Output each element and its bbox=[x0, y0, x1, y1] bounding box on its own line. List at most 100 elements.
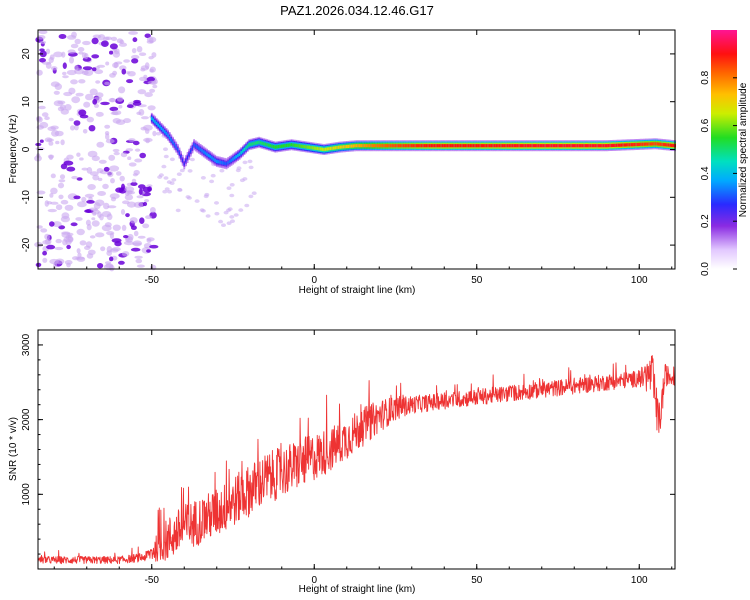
spectrogram-ridge-cell bbox=[404, 144, 407, 148]
spectrogram-scatter-blob bbox=[177, 187, 183, 192]
spectrogram-ridge-cell bbox=[591, 144, 594, 148]
spectrogram-noise-blob bbox=[109, 73, 116, 78]
spectrogram-noise-blob bbox=[91, 67, 97, 72]
spectrogram-ridge-cell bbox=[152, 118, 155, 122]
spectrogram-scatter-blob bbox=[205, 214, 211, 218]
spectrogram-noise-blob bbox=[103, 166, 110, 172]
spectrogram-ridge-cell bbox=[246, 144, 249, 148]
snr-xtick-label: 0 bbox=[311, 575, 317, 586]
spectrogram-ridge-cell bbox=[519, 144, 522, 148]
spectrogram-noise-blob bbox=[83, 69, 94, 76]
spectrogram-noise-blob bbox=[77, 252, 82, 258]
spectrogram-ridge-cell bbox=[445, 144, 447, 148]
spectrogram-ridge-cell bbox=[180, 155, 182, 159]
spectrogram-noise-blob bbox=[131, 178, 137, 183]
spectrogram-ridge-cell bbox=[484, 144, 486, 148]
spectrogram-ridge-cell bbox=[183, 162, 186, 166]
spectrogram-noise-blob bbox=[123, 59, 130, 63]
spectrogram-ridge-cell bbox=[308, 145, 311, 149]
spectrogram-ridge-cell bbox=[206, 152, 208, 156]
spectrogram-noise-blob bbox=[128, 31, 139, 35]
spectrogram-noise-blob bbox=[118, 86, 126, 94]
spectrogram-ridge-cell bbox=[212, 157, 215, 161]
spectrogram-ridge-cell bbox=[341, 145, 343, 149]
spectrogram-ridge-cell bbox=[454, 144, 457, 148]
spectrogram-ridge-cell bbox=[165, 131, 168, 136]
spectrogram-ridge-cell bbox=[407, 144, 410, 148]
spectrogram-ridge-cell bbox=[375, 144, 377, 148]
spectrogram-ridge-cell bbox=[588, 144, 590, 148]
spectrogram-noise-blob bbox=[143, 137, 153, 143]
spectrogram-noise-blob bbox=[108, 98, 117, 103]
spectrogram-ridge-cell bbox=[432, 144, 434, 148]
spectrogram-ridge-cell bbox=[479, 144, 481, 148]
spectrogram-scatter-blob bbox=[238, 208, 244, 212]
spectrogram-noise-blob bbox=[131, 54, 140, 60]
spectrogram-noise-blob bbox=[112, 224, 121, 231]
spectrogram-noise-blob bbox=[95, 80, 101, 84]
spectrogram-ridge-cell bbox=[358, 144, 361, 148]
spectrogram-ridge-cell bbox=[186, 155, 189, 160]
spectrogram-ridge-cell bbox=[571, 144, 574, 148]
spectrogram-ridge-cell bbox=[352, 144, 355, 148]
spectrogram-noise-blob bbox=[87, 150, 98, 158]
spectrogram-noise-blob bbox=[110, 248, 119, 253]
snr-ylabel: SNR (10 * v/v) bbox=[8, 417, 19, 481]
spectrogram-ridge-cell bbox=[285, 143, 288, 147]
spectrogram-noise-blob bbox=[52, 221, 62, 228]
spectrogram-ridge-cell bbox=[664, 143, 667, 147]
spectrogram-noise-blob bbox=[70, 222, 78, 227]
spectrogram-noise-blob bbox=[54, 83, 62, 90]
spectrogram-noise-blob bbox=[105, 261, 111, 265]
spectrogram-ridge-cell bbox=[323, 147, 325, 152]
colorbar-label: Normalized spectral amplitude bbox=[738, 82, 749, 217]
spectrogram-ridge-cell bbox=[651, 142, 654, 146]
spectrogram-noise-blob bbox=[61, 232, 71, 238]
spectrogram-scatter-blob bbox=[200, 176, 206, 180]
spectrogram-noise-blob bbox=[139, 52, 147, 56]
spectrogram-noise-blob bbox=[73, 120, 81, 126]
spectrogram-scatter-blob bbox=[200, 209, 206, 213]
spectrogram-ridge-cell bbox=[357, 144, 360, 148]
spectrogram-ridge-cell bbox=[157, 123, 160, 127]
spectrogram-ridge-cell bbox=[396, 144, 399, 148]
spectrogram-ridge-cell bbox=[198, 146, 200, 150]
spectrogram-ridge-cell bbox=[415, 144, 418, 148]
spectrogram-ridge-cell bbox=[310, 146, 312, 150]
spectrogram-ridge-cell bbox=[532, 144, 535, 148]
spectrogram-ridge-cell bbox=[482, 144, 485, 148]
spectrogram-noise-blob bbox=[95, 232, 105, 238]
spectrogram-ridge-cell bbox=[220, 161, 223, 165]
spectrogram-ridge-cell bbox=[154, 120, 156, 124]
spectrogram-noise-blob bbox=[61, 51, 66, 58]
spectrogram-ridge-cell bbox=[269, 144, 272, 148]
spectrogram-ridge-cell bbox=[274, 145, 277, 149]
spectrogram-ridge-cell bbox=[477, 144, 480, 148]
spectrogram-ridge-cell bbox=[539, 144, 542, 148]
spectrogram-ridge-cell bbox=[207, 153, 210, 158]
spectrogram-noise-blob bbox=[50, 173, 56, 179]
spectrogram-ridge-cell bbox=[659, 142, 662, 146]
spectrogram-ridge-cell bbox=[242, 149, 244, 153]
spectrogram-scatter-blob bbox=[226, 221, 232, 225]
spectrogram-noise-blob bbox=[132, 173, 138, 177]
spectrogram-ridge-cell bbox=[217, 160, 220, 164]
spectrogram-ytick-label: -20 bbox=[21, 237, 32, 252]
spectrogram-noise-blob bbox=[71, 175, 78, 180]
spectrogram-ridge-cell bbox=[378, 144, 381, 148]
spectrogram-ridge-cell bbox=[661, 142, 663, 146]
spectrogram-ridge-cell bbox=[350, 144, 353, 148]
spectrogram-noise-blob bbox=[71, 31, 77, 38]
spectrogram-noise-blob bbox=[146, 76, 155, 82]
spectrogram-ridge-cell bbox=[475, 144, 478, 148]
spectrogram-noise-blob bbox=[64, 204, 74, 211]
spectrogram-noise-blob bbox=[118, 104, 123, 109]
spectrogram-ridge-cell bbox=[627, 143, 629, 147]
spectrogram-noise-blob bbox=[66, 244, 71, 250]
spectrogram-noise-blob bbox=[140, 67, 146, 72]
spectrogram-noise-blob bbox=[126, 104, 134, 108]
colorbar: 0.0 0.2 0.4 0.6 0.8 Normalized spectral ampl… bbox=[700, 30, 749, 276]
spectrogram-noise-blob bbox=[39, 58, 46, 63]
spectrogram-noise-blob bbox=[109, 256, 114, 262]
spectrogram-ridge-cell bbox=[193, 143, 195, 147]
